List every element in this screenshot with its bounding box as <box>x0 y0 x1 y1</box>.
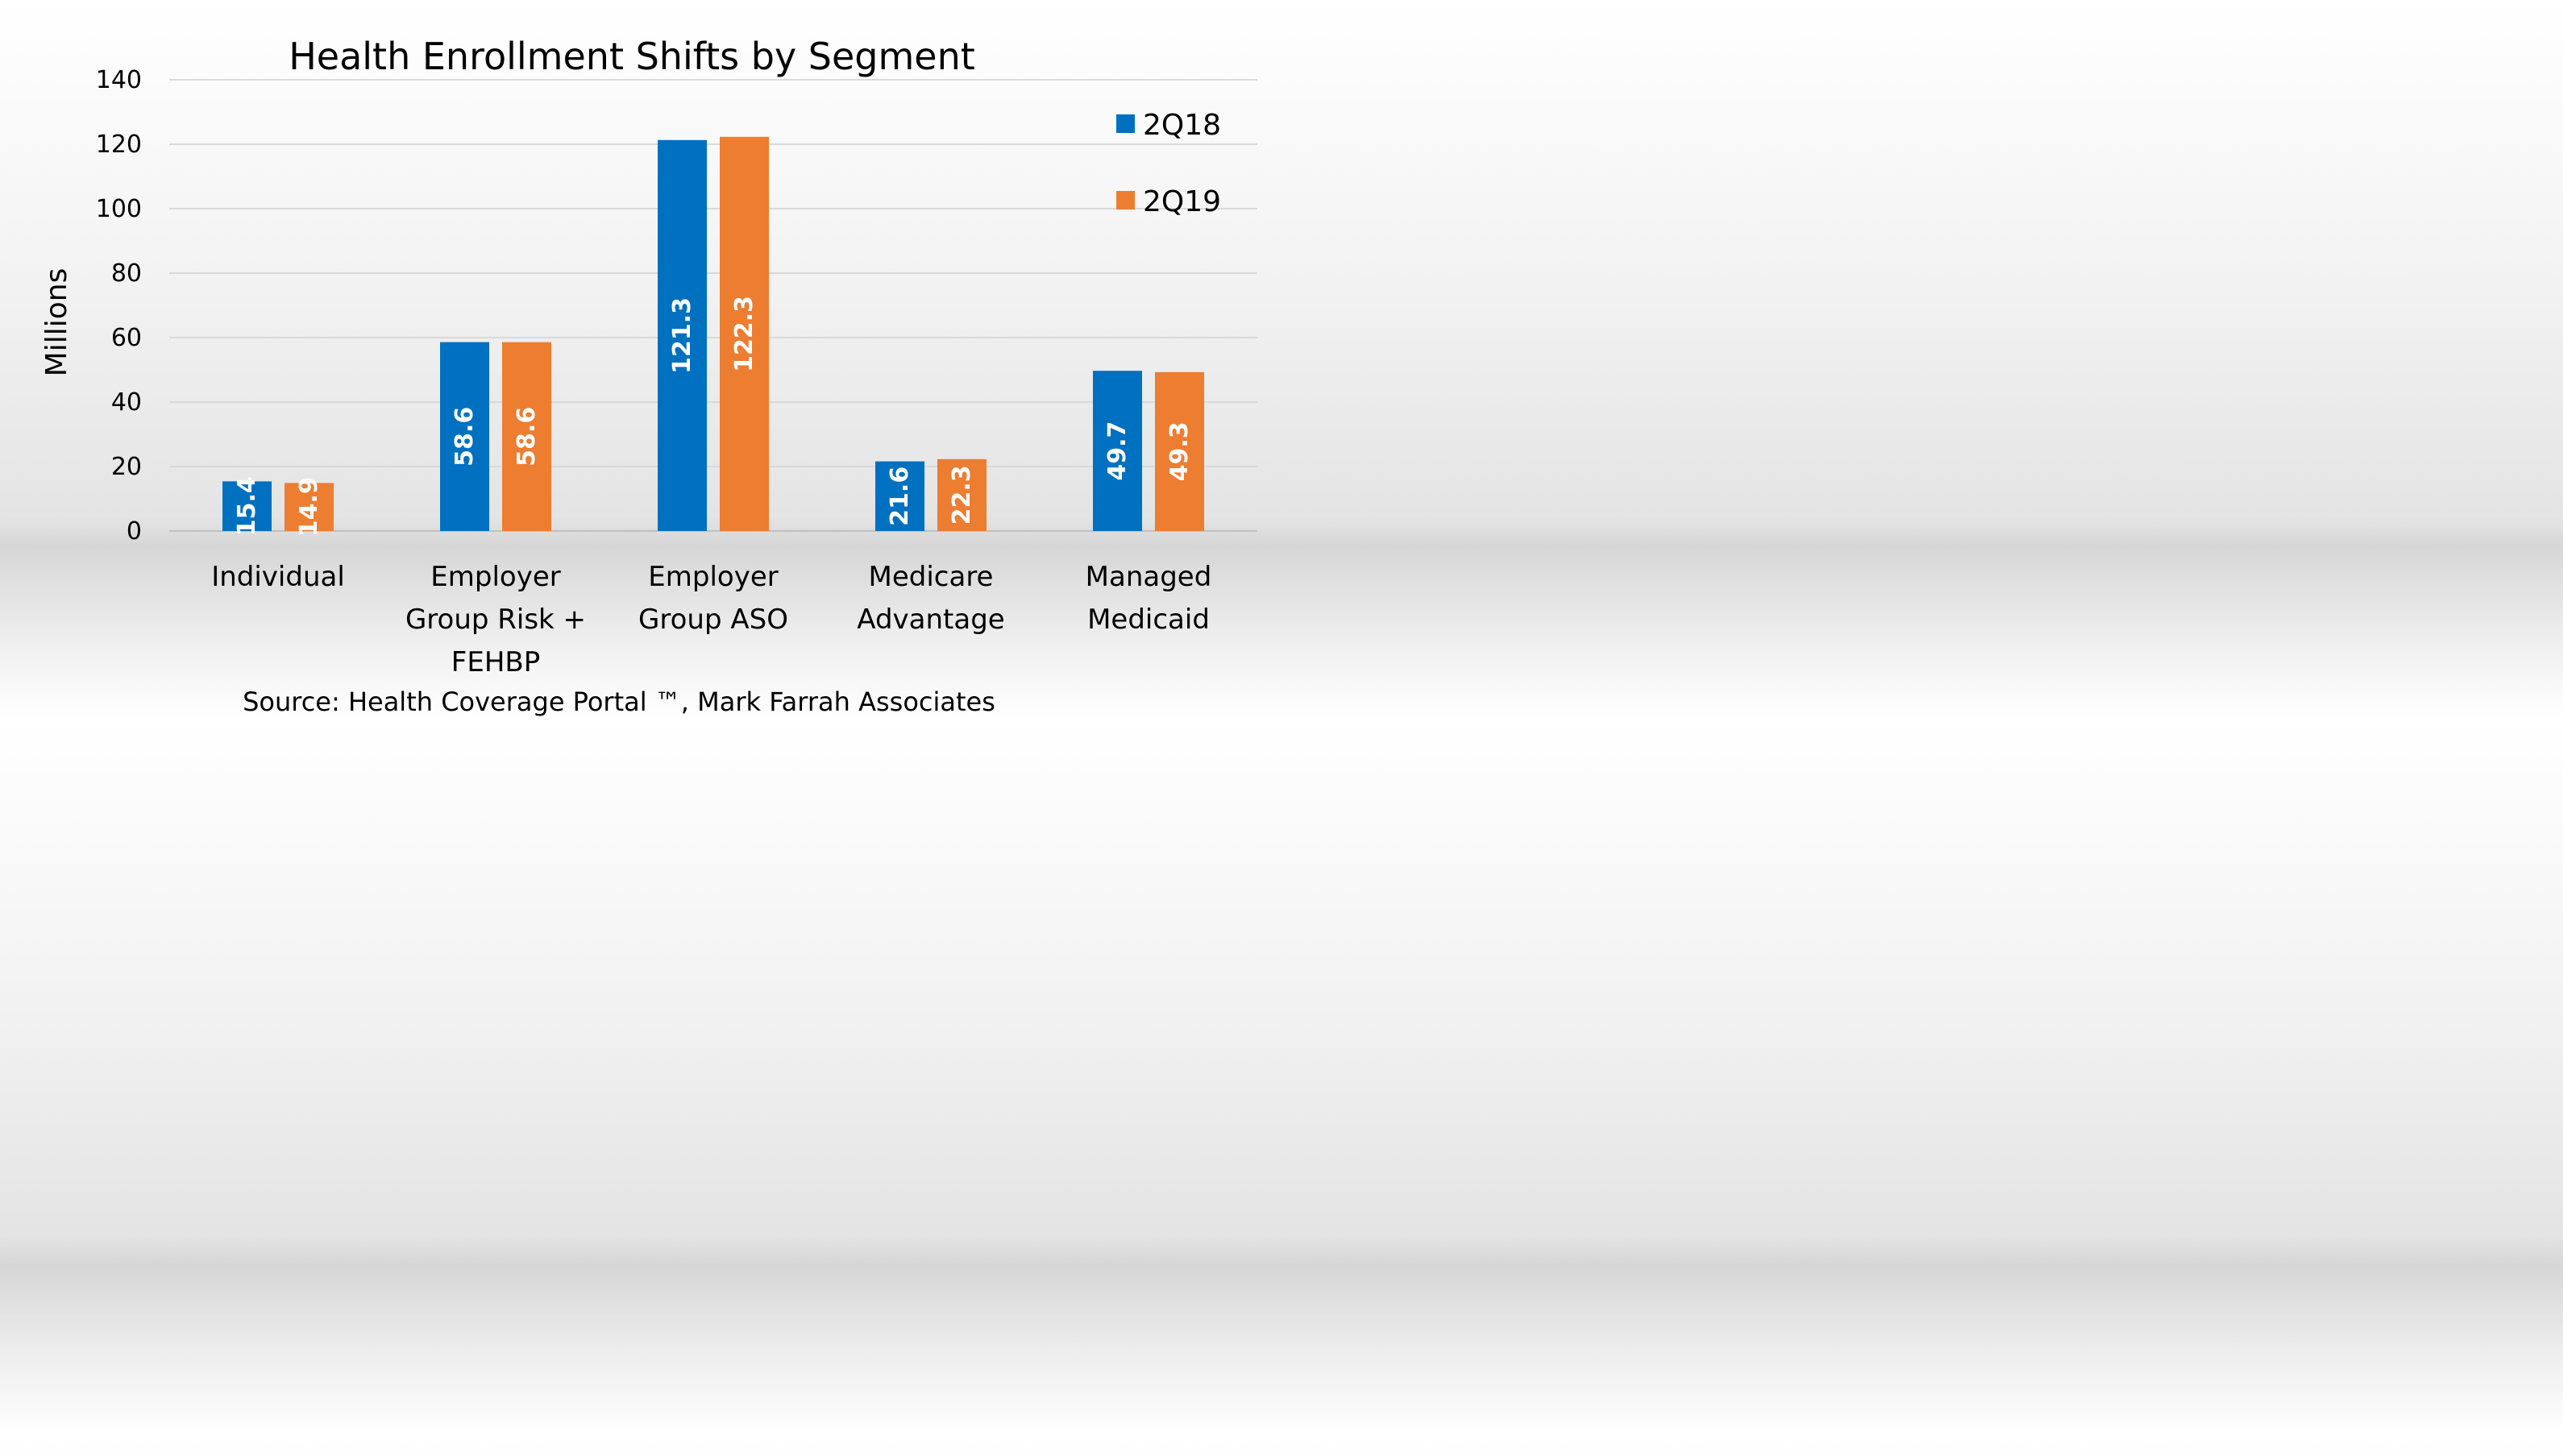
category-label: Group Risk + <box>405 604 586 636</box>
data-label: 49.7 <box>1103 421 1132 481</box>
data-label: 22.3 <box>948 465 976 525</box>
data-label: 122.3 <box>730 296 758 372</box>
bar-2q18 <box>875 461 924 531</box>
category-label: Medicaid <box>1087 604 1210 636</box>
legend-label: 2Q19 <box>1143 185 1221 218</box>
data-label: 58.6 <box>513 407 541 467</box>
y-tick-label: 120 <box>96 131 142 159</box>
category-labels: Individual Employer Group Risk + FEHBP Emplo… <box>211 561 1211 678</box>
y-axis-ticks: 0 20 40 60 80 100 120 140 <box>96 66 142 545</box>
legend-swatch <box>1116 114 1135 133</box>
y-tick-label: 60 <box>111 324 142 352</box>
legend-swatch <box>1116 191 1135 209</box>
bar-2q18 <box>658 139 707 532</box>
category-label: Group ASO <box>638 604 788 636</box>
bar-chart: Health Enrollment Shifts by Segment 0 20 4… <box>40 35 1257 717</box>
bars <box>222 136 1204 532</box>
data-label: 14.9 <box>295 477 323 537</box>
legend-label: 2Q18 <box>1143 109 1221 142</box>
data-label: 49.3 <box>1165 421 1194 481</box>
bar-2q19 <box>1155 371 1204 531</box>
category-label: Advantage <box>857 604 1004 636</box>
y-tick-label: 40 <box>111 388 142 417</box>
y-tick-label: 80 <box>111 259 142 288</box>
data-label: 15.4 <box>233 476 261 536</box>
category-label: Individual <box>211 561 345 593</box>
bar-2q18 <box>1093 371 1142 531</box>
data-labels: 15.4 58.6 121.3 21.6 49.7 14.9 58.6 122.3 22.3 49… <box>233 296 1194 537</box>
category-label: FEHBP <box>451 646 540 678</box>
category-label: Managed <box>1086 561 1212 593</box>
bar-2q19 <box>937 458 987 531</box>
category-label: Employer <box>430 561 560 593</box>
chart-title: Health Enrollment Shifts by Segment <box>289 35 975 78</box>
data-label: 21.6 <box>886 467 914 526</box>
bar-2q19 <box>720 136 769 532</box>
legend: 2Q18 2Q19 <box>1116 109 1221 218</box>
y-tick-label: 20 <box>111 453 142 481</box>
bar-2q18 <box>440 342 489 531</box>
data-label: 58.6 <box>451 407 479 467</box>
y-tick-label: 0 <box>127 517 142 545</box>
source-note: Source: Health Coverage Portal ™, Mark F… <box>243 687 995 717</box>
bar-2q18 <box>222 481 272 531</box>
bar-2q19 <box>285 483 334 531</box>
category-label: Employer <box>648 561 778 593</box>
bar-2q19 <box>502 342 551 531</box>
data-label: 121.3 <box>668 297 696 374</box>
y-tick-label: 100 <box>96 195 142 223</box>
category-label: Medicare <box>869 561 994 593</box>
y-tick-label: 140 <box>96 66 142 94</box>
gridlines <box>169 79 1257 532</box>
y-axis-label: Millions <box>40 268 73 377</box>
